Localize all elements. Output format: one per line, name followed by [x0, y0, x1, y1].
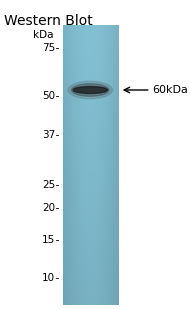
Text: 10: 10	[42, 273, 55, 283]
Text: kDa: kDa	[33, 30, 53, 40]
Text: 15: 15	[42, 235, 55, 245]
Ellipse shape	[73, 87, 107, 94]
Text: 20: 20	[42, 203, 55, 213]
Text: 37: 37	[42, 130, 55, 140]
Text: 50: 50	[42, 91, 55, 101]
Text: 25: 25	[42, 180, 55, 190]
Text: 60kDa: 60kDa	[153, 85, 188, 95]
Text: 75: 75	[42, 43, 55, 53]
Ellipse shape	[68, 81, 112, 99]
Ellipse shape	[71, 84, 109, 96]
Text: Western Blot: Western Blot	[4, 14, 93, 28]
